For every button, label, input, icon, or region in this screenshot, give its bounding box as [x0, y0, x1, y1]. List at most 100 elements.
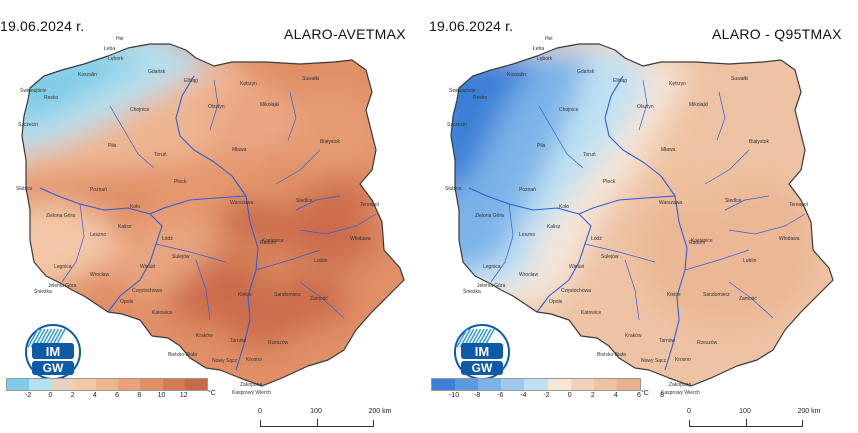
legend-tick-label: -2 — [25, 392, 32, 399]
city-label-kasprowy: Kasprowy Wierch — [232, 390, 271, 396]
city-label: Łeba — [104, 46, 115, 52]
city-label: Mława — [232, 147, 247, 153]
left-temperature-map: Świnoujście Szczecin Słubice Zielona Góra Le… — [16, 36, 405, 396]
legend-swatch — [524, 379, 548, 390]
country-border — [450, 43, 834, 387]
legend-swatch — [162, 379, 185, 390]
city-label: Terespol — [789, 202, 808, 208]
city-label: Terespol — [360, 202, 379, 208]
city-label: Mikołajki — [260, 102, 279, 108]
svg-text:GW: GW — [43, 361, 64, 375]
city-label: Zamość — [739, 296, 757, 302]
river-line — [195, 259, 211, 321]
city-label: Sandomierz — [703, 292, 730, 298]
rivers — [468, 75, 806, 371]
right-model-title: ALARO - Q95TMAX — [712, 26, 842, 42]
city-label: Leszno — [90, 232, 106, 238]
legend-swatch — [570, 379, 594, 390]
city-label: Tarnów — [230, 338, 247, 344]
city-label: Siedlce — [725, 198, 742, 204]
river-line — [624, 259, 640, 321]
city-label: Chojnice — [559, 107, 579, 113]
city-label: Sulejów — [601, 254, 619, 260]
right-legend-unit: °C — [641, 390, 649, 397]
city-label: Kętrzyn — [240, 81, 257, 87]
legend-swatch — [140, 379, 163, 390]
city-label: Włodawa — [350, 236, 371, 242]
city-label: Chojnice — [130, 107, 150, 113]
river-line — [638, 79, 648, 131]
city-labels: Świnoujście Szczecin Słubice Zielona Góra Le… — [16, 36, 379, 364]
city-label: Olsztyn — [208, 104, 225, 110]
city-label: Częstochowa — [561, 288, 591, 294]
svg-text:IM: IM — [46, 344, 60, 359]
river-line — [704, 149, 750, 185]
right-map-panel: 19.06.2024 r. ALARO - Q95TMAX Świnoujści… — [429, 0, 858, 433]
river-line — [295, 195, 341, 211]
city-label: Warszawa — [659, 200, 682, 206]
legend-tick-label: 4 — [92, 392, 97, 399]
left-scale-label-100: 100 — [310, 408, 322, 415]
city-label: Częstochowa — [132, 288, 162, 294]
legend-tick-label: 6 — [637, 392, 641, 399]
city-label: Śnieżka — [463, 287, 481, 295]
city-label: Opole — [120, 299, 134, 305]
city-label-zakopane: Zakopane — [669, 382, 691, 388]
legend-tick-label: 2 — [70, 392, 75, 399]
city-label: Lębork — [537, 56, 553, 62]
left-color-legend — [6, 378, 208, 391]
city-label: Lębork — [108, 56, 124, 62]
city-label: Legnica — [54, 264, 72, 270]
legend-swatch — [184, 379, 207, 390]
city-label: Warszawa — [230, 200, 253, 206]
river-line — [109, 105, 155, 169]
city-label: Poznań — [90, 187, 107, 193]
city-label: Poznań — [519, 187, 536, 193]
city-label: Nowy Sącz — [641, 358, 667, 364]
right-temperature-map: Świnoujście Szczecin Słubice Zielona Góra Le… — [445, 36, 834, 396]
city-label: Hel — [116, 36, 124, 42]
city-label-zakopane: Zakopane — [240, 382, 262, 388]
imgw-logo: IM GW — [453, 323, 511, 381]
svg-text:GW: GW — [472, 361, 493, 375]
right-date: 19.06.2024 r. — [429, 18, 514, 34]
city-label: Toruń — [583, 152, 596, 158]
legend-tick-label: 8 — [137, 392, 142, 399]
river-line — [61, 203, 85, 283]
city-label: Łódź — [591, 236, 602, 242]
river-line — [149, 195, 247, 215]
city-label: Olsztyn — [637, 104, 654, 110]
river-line — [490, 203, 514, 283]
city-label: Płock — [603, 179, 616, 185]
right-scale-bar — [689, 419, 803, 427]
city-label: Świnoujście — [449, 86, 476, 94]
city-label: Krosno — [246, 357, 262, 363]
city-label: Łódź — [162, 236, 173, 242]
legend-tick-label: -4 — [520, 392, 527, 399]
city-label: Kraków — [625, 333, 642, 339]
city-label: Białystok — [320, 139, 341, 145]
city-label: Lublin — [743, 258, 757, 264]
city-label: Kozienice — [262, 238, 284, 244]
city-label: Szczecin — [18, 122, 38, 128]
city-label: Sulejów — [172, 254, 190, 260]
river-line — [255, 249, 321, 271]
city-label: Słubice — [445, 186, 462, 192]
city-labels: Świnoujście Szczecin Słubice Zielona Góra Le… — [445, 36, 808, 364]
left-scale-bar — [260, 419, 374, 427]
city-label: Piła — [108, 143, 117, 149]
city-label: Opole — [549, 299, 563, 305]
legend-swatch — [478, 379, 502, 390]
river-line — [209, 79, 219, 131]
legend-swatch — [7, 379, 30, 390]
city-label: Koszalin — [78, 72, 97, 78]
left-scale-label-200: 200 km — [368, 408, 392, 415]
city-label: Wieluń — [140, 264, 156, 270]
legend-tick-label: 10 — [157, 392, 166, 399]
river-line — [684, 249, 750, 271]
city-label: Zielona Góra — [475, 213, 504, 219]
city-label: Bielsko-Biała — [168, 352, 197, 358]
city-label: Krosno — [675, 357, 691, 363]
right-scale-label-100: 100 — [739, 408, 751, 415]
legend-swatch — [73, 379, 96, 390]
